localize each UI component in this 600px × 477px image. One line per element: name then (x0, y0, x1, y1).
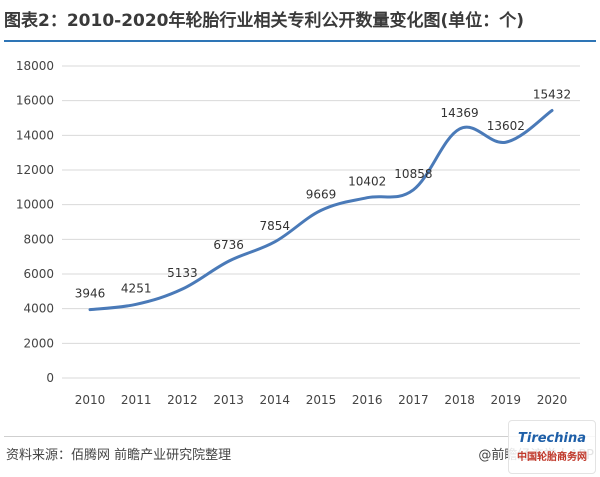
data-labels: 3946 4251 5133 6736 7854 9669 10402 10858 14369 1… (75, 88, 571, 301)
x-tick-label: 2014 (260, 393, 291, 407)
x-tick-label: 2015 (306, 393, 337, 407)
x-tick-label: 2011 (121, 393, 152, 407)
data-label: 13602 (487, 119, 525, 133)
data-label: 6736 (213, 238, 244, 252)
y-tick-label: 12000 (16, 163, 54, 177)
x-tick-label: 2017 (398, 393, 429, 407)
y-tick-label: 6000 (23, 267, 54, 281)
tirechina-badge: Tirechina 中国轮胎商务网 (508, 420, 596, 474)
x-tick-label: 2020 (537, 393, 568, 407)
y-tick-label: 18000 (16, 59, 54, 73)
y-tick-label: 14000 (16, 128, 54, 142)
badge-brand: Tirechina (518, 431, 586, 446)
title-rule (4, 40, 596, 42)
data-label: 3946 (75, 287, 106, 301)
y-axis: 0 2000 4000 6000 8000 10000 12000 14000 16000 180… (16, 59, 54, 385)
y-tick-label: 4000 (23, 302, 54, 316)
y-tick-label: 0 (46, 371, 54, 385)
y-tick-label: 8000 (23, 232, 54, 246)
badge-text: 中国轮胎商务网 (517, 452, 587, 463)
data-label: 10402 (348, 175, 386, 189)
x-tick-label: 2013 (213, 393, 244, 407)
footer-rule (4, 436, 596, 437)
chart-title: 图表2：2010-2020年轮胎行业相关专利公开数量变化图(单位：个) (4, 11, 525, 31)
data-label: 15432 (533, 88, 571, 102)
data-label: 10858 (394, 167, 432, 181)
x-tick-label: 2010 (75, 393, 106, 407)
line-chart: 0 2000 4000 6000 8000 10000 12000 14000 16000 180… (16, 59, 580, 407)
data-label: 9669 (306, 187, 337, 201)
x-tick-label: 2012 (167, 393, 198, 407)
y-tick-label: 10000 (16, 198, 54, 212)
x-tick-label: 2018 (444, 393, 475, 407)
x-tick-label: 2019 (491, 393, 522, 407)
y-tick-label: 2000 (23, 336, 54, 350)
data-label: 14369 (441, 106, 479, 120)
data-label: 5133 (167, 266, 198, 280)
x-axis: 2010 2011 2012 2013 2014 2015 2016 2017 2018 2019… (75, 393, 568, 407)
series-line (88, 109, 554, 312)
x-tick-label: 2016 (352, 393, 383, 407)
data-label: 7854 (260, 219, 291, 233)
source-note: 资料来源：佰腾网 前瞻产业研究院整理 (6, 448, 232, 463)
data-label: 4251 (121, 281, 152, 295)
chart-area: 0 2000 4000 6000 8000 10000 12000 14000 16000 180… (0, 44, 600, 432)
grid-layer (62, 65, 580, 379)
y-tick-label: 16000 (16, 94, 54, 108)
